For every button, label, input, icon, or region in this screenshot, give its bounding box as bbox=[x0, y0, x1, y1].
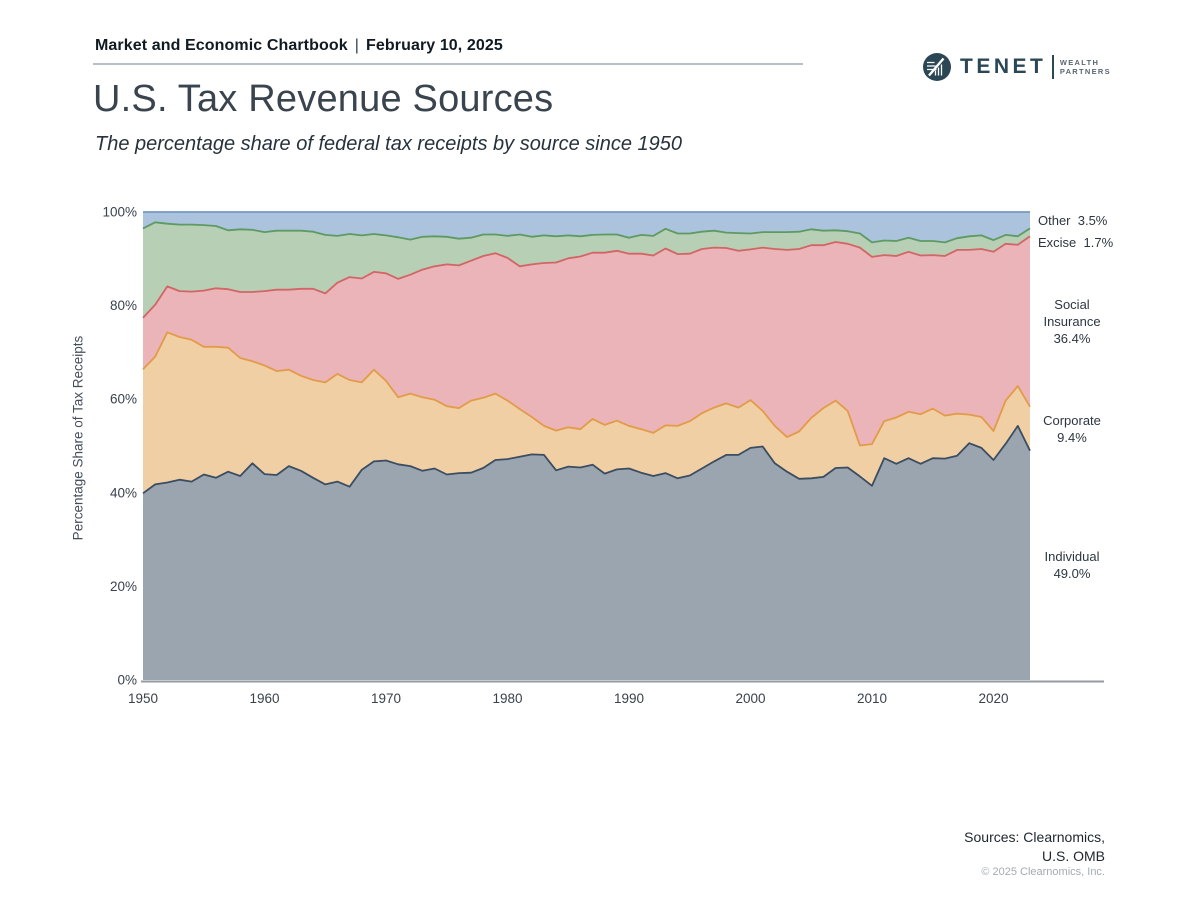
y-tick-label: 100% bbox=[102, 205, 137, 220]
y-axis-label: Percentage Share of Tax Receipts bbox=[70, 335, 86, 541]
y-tick-label: 60% bbox=[110, 392, 137, 407]
y-tick-label: 20% bbox=[110, 579, 137, 594]
tenet-logo-icon bbox=[922, 52, 952, 82]
band-label-other: Other 3.5% bbox=[1038, 212, 1108, 228]
page-subtitle: The percentage share of federal tax rece… bbox=[95, 133, 683, 155]
logo-divider bbox=[1052, 55, 1054, 79]
x-tick-label: 1980 bbox=[492, 691, 522, 706]
x-tick-label: 1960 bbox=[249, 691, 279, 706]
x-tick-label: 1990 bbox=[614, 691, 644, 706]
x-tick-label: 2010 bbox=[857, 691, 887, 706]
y-tick-label: 0% bbox=[117, 673, 137, 688]
x-tick-label: 1970 bbox=[371, 691, 401, 706]
x-tick-label: 1950 bbox=[128, 691, 158, 706]
logo-tagline-wealth: WEALTH bbox=[1059, 58, 1100, 67]
x-tick-label: 2000 bbox=[736, 691, 766, 706]
logo-tagline: WEALTH PARTNERS bbox=[1060, 58, 1111, 76]
sources-note: Sources: Clearnomics, U.S. OMB bbox=[964, 828, 1105, 866]
band-label-excise: Excise 1.7% bbox=[1038, 234, 1114, 250]
band-label-corporate: Corporate 9.4% bbox=[1043, 412, 1101, 445]
logo-tagline-partners: PARTNERS bbox=[1059, 67, 1111, 76]
header-separator: | bbox=[354, 37, 359, 54]
area-social-insurance bbox=[143, 236, 1030, 446]
area-individual bbox=[143, 425, 1030, 680]
line-corporate bbox=[142, 331, 1031, 447]
band-label-individual: Individual 49.0% bbox=[1044, 549, 1100, 582]
y-tick-label: 40% bbox=[110, 485, 137, 500]
tenet-wordmark: TENET bbox=[960, 55, 1047, 78]
line-social-insurance bbox=[142, 235, 1031, 319]
x-tick-label: 2020 bbox=[979, 691, 1009, 706]
area-corporate bbox=[143, 332, 1030, 494]
y-tick-label: 80% bbox=[110, 298, 137, 313]
band-label-social-insurance: Social Insurance 36.4% bbox=[1043, 297, 1101, 346]
header-rule bbox=[93, 63, 803, 65]
header-date: February 10, 2025 bbox=[366, 37, 503, 54]
header-title: Market and Economic Chartbook | February 1… bbox=[95, 37, 503, 55]
area-excise bbox=[143, 222, 1030, 318]
line-individual bbox=[142, 425, 1031, 495]
sources-line-1: Sources: Clearnomics, bbox=[964, 829, 1105, 845]
line-excise bbox=[142, 221, 1031, 244]
sources-line-2: U.S. OMB bbox=[1041, 848, 1105, 864]
page-title: U.S. Tax Revenue Sources bbox=[93, 78, 554, 120]
tenet-logo: TENET WEALTH PARTNERS bbox=[922, 52, 1111, 82]
header-chartbook-label: Market and Economic Chartbook bbox=[95, 37, 348, 54]
copyright-note: © 2025 Clearnomics, Inc. bbox=[981, 866, 1105, 878]
area-other bbox=[143, 212, 1030, 243]
